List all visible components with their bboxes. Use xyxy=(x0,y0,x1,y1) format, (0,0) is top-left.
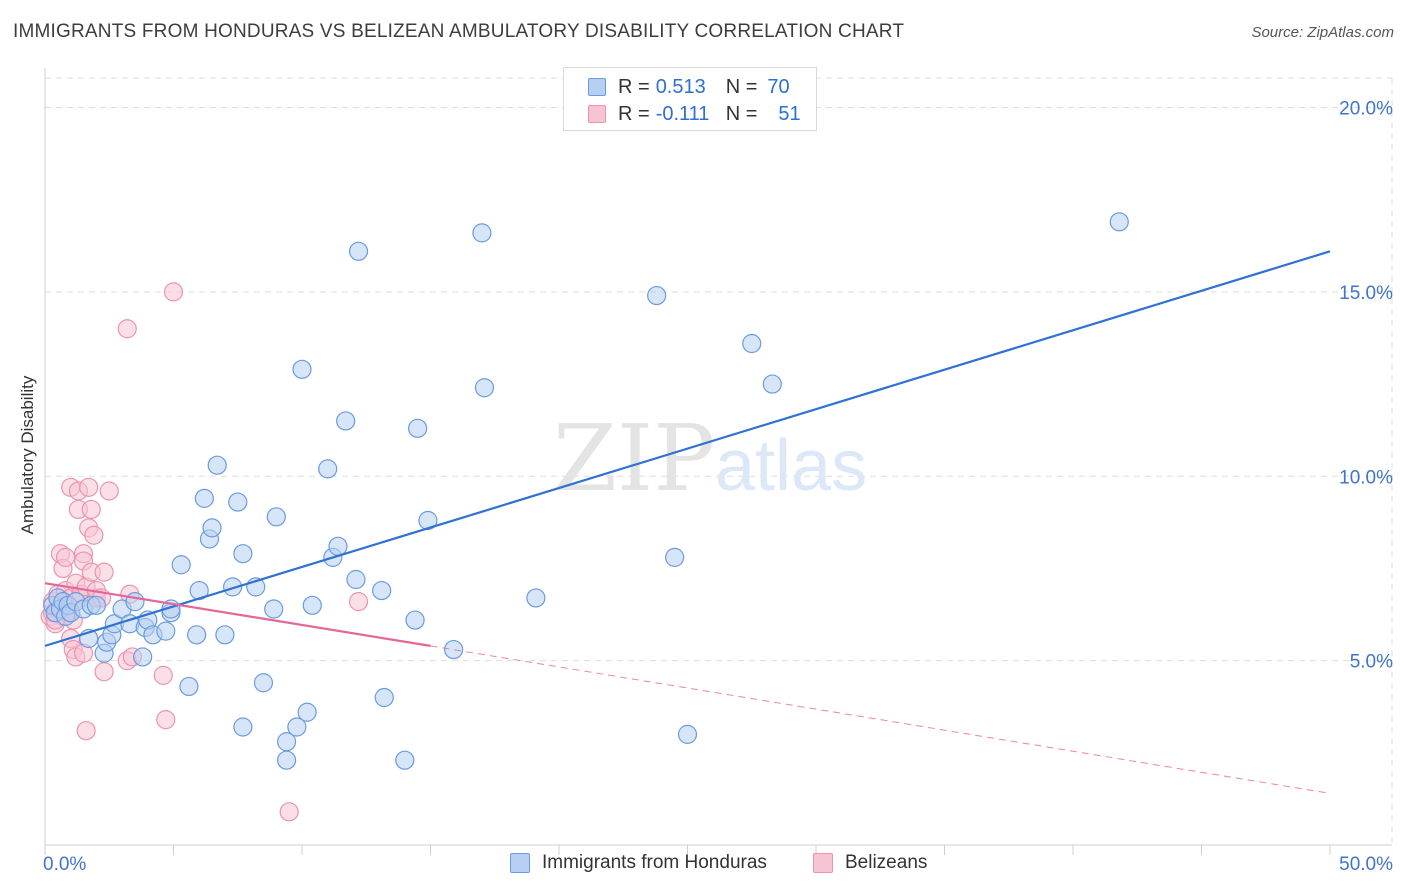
legend-row-honduras: R = 0.513 N = 70 xyxy=(588,75,790,99)
honduras-point xyxy=(133,647,153,667)
honduras-point xyxy=(233,717,253,737)
honduras-point xyxy=(202,518,222,538)
honduras-point xyxy=(526,588,546,608)
belizeans-legend-label: Belizeans xyxy=(845,852,928,873)
honduras-point xyxy=(374,687,394,708)
belizeans-point xyxy=(163,282,184,302)
honduras-point xyxy=(233,544,253,564)
n-label: N = xyxy=(725,75,758,98)
honduras-point xyxy=(318,459,338,479)
y-tick-labels: 5.0% 10.0% 15.0% 20.0% xyxy=(1339,99,1393,673)
source-credit: Source: ZipAtlas.com xyxy=(1251,24,1394,41)
honduras-point xyxy=(228,492,248,512)
legend-item-honduras: Immigrants from Honduras xyxy=(510,852,767,874)
n-value: 70 xyxy=(767,75,790,98)
honduras-point xyxy=(215,625,235,645)
belizeans-point xyxy=(153,665,173,685)
honduras-point xyxy=(665,547,685,567)
honduras-point xyxy=(328,536,348,556)
honduras-point xyxy=(405,610,425,630)
belizeans-point xyxy=(94,562,114,582)
chart-title: IMMIGRANTS FROM HONDURAS VS BELIZEAN AMB… xyxy=(13,21,905,42)
honduras-point xyxy=(302,595,322,615)
r-label: R = xyxy=(618,75,650,98)
honduras-point xyxy=(297,702,317,722)
belizeans-point xyxy=(99,481,119,501)
belizeans-point xyxy=(348,592,369,612)
honduras-point xyxy=(372,580,392,601)
honduras-legend-swatch xyxy=(510,853,530,873)
y-tick-label: 15.0% xyxy=(1339,283,1393,304)
axes xyxy=(44,68,1392,855)
honduras-point xyxy=(444,639,464,660)
trend-lines xyxy=(44,250,1331,794)
honduras-point xyxy=(762,374,782,394)
watermark: ZIP atlas xyxy=(553,405,867,512)
honduras-point xyxy=(472,223,492,243)
honduras-point xyxy=(292,359,312,379)
honduras-legend-label: Immigrants from Honduras xyxy=(542,852,767,873)
x-tick-label-min: 0.0% xyxy=(43,854,86,875)
n-value: 51 xyxy=(778,102,801,125)
honduras-point xyxy=(207,455,227,475)
honduras-point xyxy=(276,750,297,770)
honduras-point xyxy=(742,333,762,354)
gridlines xyxy=(45,77,1393,845)
honduras-point xyxy=(86,595,107,615)
belizeans-legend-swatch xyxy=(813,853,833,873)
honduras-point xyxy=(156,621,176,641)
honduras-point xyxy=(264,599,284,619)
y-axis-label: Ambulatory Disability xyxy=(18,375,37,535)
belizeans-trend-extension xyxy=(430,645,1331,794)
honduras-point xyxy=(287,717,307,737)
belizeans-point xyxy=(84,525,104,545)
belizeans-trend-line xyxy=(44,582,431,647)
r-value: -0.111 xyxy=(655,102,710,125)
honduras-point xyxy=(677,724,698,744)
x-tick-label-max: 50.0% xyxy=(1339,854,1393,875)
honduras-point xyxy=(348,241,369,261)
honduras-point xyxy=(1109,212,1129,232)
honduras-point xyxy=(253,673,274,693)
belizeans-point xyxy=(94,662,114,682)
belizeans-swatch xyxy=(588,105,606,123)
belizeans-point xyxy=(117,319,137,339)
honduras-point xyxy=(474,378,495,398)
honduras-point xyxy=(179,676,199,697)
belizeans-point xyxy=(156,710,176,730)
honduras-trend-line xyxy=(44,250,1331,647)
watermark-zip: ZIP xyxy=(553,405,715,512)
honduras-point xyxy=(171,555,191,575)
belizeans-point xyxy=(79,477,99,497)
belizeans-point xyxy=(81,499,101,520)
correlation-legend: R = 0.513 N = 70 R = -0.111 N = 51 xyxy=(563,67,817,131)
honduras-point xyxy=(418,510,438,531)
n-label: N = xyxy=(725,102,758,125)
honduras-point xyxy=(336,411,356,431)
honduras-point xyxy=(408,418,428,438)
belizeans-point xyxy=(279,802,299,822)
honduras-swatch xyxy=(588,78,606,96)
legend-row-belizeans: R = -0.111 N = 51 xyxy=(588,102,801,126)
y-tick-label: 10.0% xyxy=(1339,467,1393,488)
y-tick-label: 20.0% xyxy=(1339,99,1393,120)
watermark-atlas: atlas xyxy=(715,426,867,506)
honduras-point xyxy=(395,750,415,770)
belizeans-point xyxy=(76,721,96,741)
legend-item-belizeans: Belizeans xyxy=(813,852,927,874)
honduras-point xyxy=(223,577,243,597)
belizeans-points xyxy=(40,282,369,822)
r-label: R = xyxy=(618,102,650,125)
honduras-point xyxy=(346,569,366,590)
y-tick-label: 5.0% xyxy=(1350,652,1393,673)
honduras-point xyxy=(187,625,207,645)
x-tick-labels: 0.0% 50.0% xyxy=(43,854,1393,875)
honduras-point xyxy=(194,488,214,508)
honduras-point xyxy=(266,507,286,527)
belizeans-point xyxy=(55,547,76,567)
r-value: 0.513 xyxy=(655,75,706,98)
honduras-point xyxy=(125,592,145,612)
honduras-point xyxy=(647,285,667,306)
